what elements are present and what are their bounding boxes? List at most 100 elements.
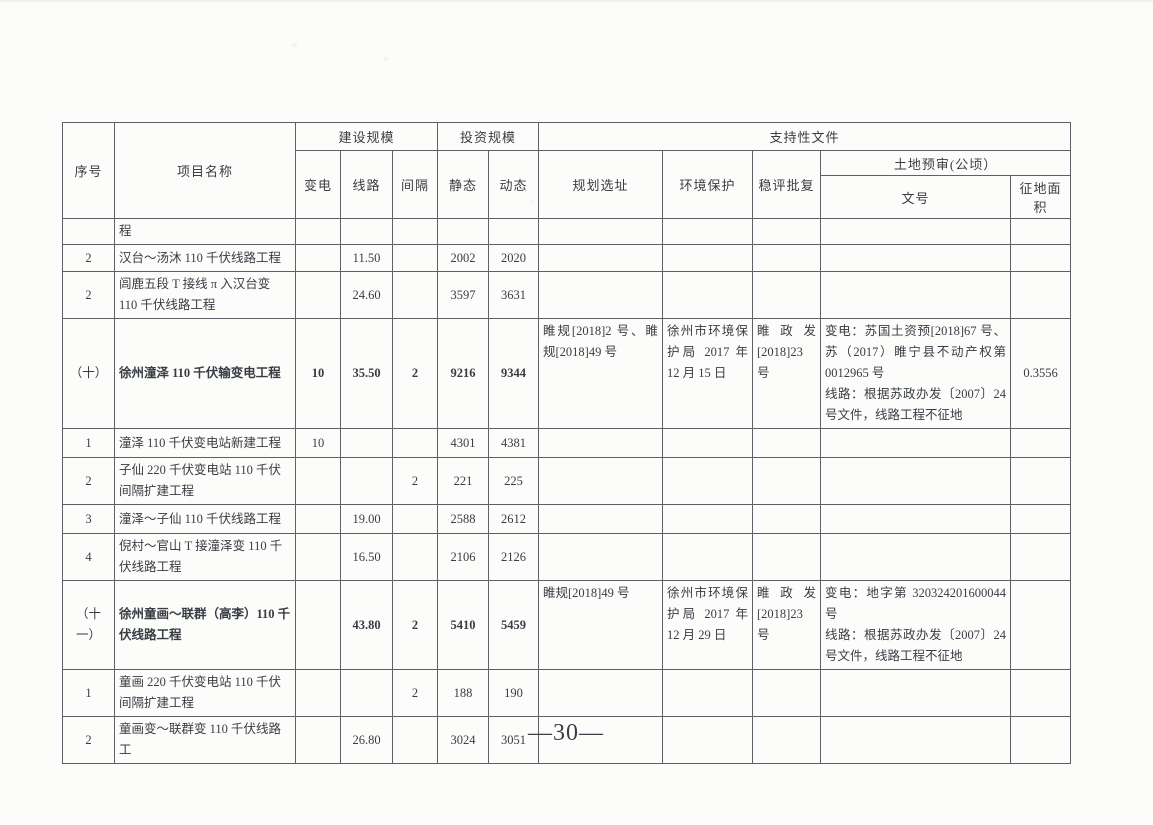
cell-static: [437, 218, 489, 245]
cell-environment: [662, 428, 754, 458]
cell-project-name: 倪村～官山 T 接潼泽变 110 千伏线路工程: [114, 533, 296, 581]
cell-land-area: [1010, 428, 1072, 458]
cell-doc-number: [820, 533, 1012, 581]
cell-bay: 2: [392, 318, 438, 429]
cell-environment: [662, 457, 754, 505]
cell-project-name: 程: [114, 218, 296, 245]
cell-environment: [662, 504, 754, 534]
cell-project-name: 徐州潼泽 110 千伏输变电工程: [114, 318, 296, 429]
cell-bay: [392, 244, 438, 272]
page-number: —30—: [528, 720, 604, 746]
cell-land-area: [1010, 716, 1072, 764]
header-construction-scale: 建设规模: [295, 122, 438, 151]
cell-doc-number: [820, 428, 1012, 458]
cell-planning: [538, 716, 664, 764]
cell-bay: 2: [392, 457, 438, 505]
cell-doc-number: [820, 244, 1012, 272]
cell-planning: [538, 504, 664, 534]
cell-line: 11.50: [340, 244, 393, 272]
cell-planning: [538, 457, 664, 505]
cell-dynamic: 4381: [487, 428, 540, 458]
cell-bay: [392, 271, 438, 319]
cell-line: [340, 669, 393, 717]
cell-dynamic: 2126: [487, 533, 540, 581]
cell-bay: [392, 504, 438, 534]
project-table: 序号 项目名称 建设规模 投资规模 支持性文件 变电 线路 间隔 静态 动态 规…: [62, 122, 1072, 764]
cell-bay: [392, 533, 438, 581]
cell-stability: [752, 428, 822, 458]
cell-project-name: 徐州童画～联群（高李）110 千伏线路工程: [114, 580, 296, 670]
header-static: 静态: [437, 150, 489, 219]
cell-doc-number: [820, 669, 1012, 717]
cell-project-name: 汉台～汤沐 110 千伏线路工程: [114, 244, 296, 272]
cell-doc-number: [820, 218, 1012, 245]
cell-dynamic: [487, 218, 540, 245]
cell-planning: [538, 669, 664, 717]
cell-land-area: [1010, 457, 1072, 505]
cell-dynamic: 3051: [487, 716, 540, 764]
cell-substation: 10: [295, 318, 341, 429]
cell-planning: 睢规[2018]49 号: [538, 580, 664, 670]
cell-serial: 2: [62, 244, 115, 272]
scan-speck: [384, 57, 388, 60]
table-row: 4 倪村～官山 T 接潼泽变 110 千伏线路工程 16.50 2106 212…: [62, 533, 1072, 581]
cell-planning: [538, 533, 664, 581]
cell-planning: [538, 428, 664, 458]
cell-substation: 10: [295, 428, 341, 458]
cell-line: [340, 457, 393, 505]
cell-bay: 2: [392, 669, 438, 717]
cell-land-area: [1010, 580, 1072, 670]
table-row: 2 汉台～汤沐 110 千伏线路工程 11.50 2002 2020: [62, 244, 1072, 272]
cell-land-area: [1010, 244, 1072, 272]
cell-serial: （十一）: [62, 580, 115, 670]
cell-stability: [752, 271, 822, 319]
cell-dynamic: 9344: [487, 318, 540, 429]
table-row: 2 童画变～联群变 110 千伏线路工 26.80 3024 3051: [62, 716, 1072, 764]
cell-bay: [392, 716, 438, 764]
table-row-group: （十一） 徐州童画～联群（高李）110 千伏线路工程 43.80 2 5410 …: [62, 580, 1072, 670]
cell-substation: [295, 580, 341, 670]
cell-dynamic: 2020: [487, 244, 540, 272]
cell-serial: 4: [62, 533, 115, 581]
scan-artifact: [0, 0, 1153, 3]
cell-environment: 徐州市环境保护局 2017 年 12 月 15 日: [662, 318, 754, 429]
cell-doc-number: 变电：苏国土资预[2018]67 号、苏（2017）睢宁县不动产权第 00129…: [820, 318, 1012, 429]
header-investment-scale: 投资规模: [436, 122, 540, 151]
cell-stability: [752, 504, 822, 534]
header-serial: 序号: [62, 122, 115, 219]
header-land-area: 征地面积: [1010, 175, 1072, 219]
cell-land-area: [1010, 218, 1072, 245]
table-row: 1 童画 220 千伏变电站 110 千伏间隔扩建工程 2 188 190: [62, 669, 1072, 717]
cell-dynamic: 3631: [487, 271, 540, 319]
header-doc-number: 文号: [820, 175, 1012, 219]
cell-substation: [295, 457, 341, 505]
cell-doc-number: [820, 271, 1012, 319]
cell-static: 3024: [437, 716, 489, 764]
cell-project-name: 子仙 220 千伏变电站 110 千伏间隔扩建工程: [114, 457, 296, 505]
cell-static: 188: [437, 669, 489, 717]
cell-substation: [295, 271, 341, 319]
cell-planning: [538, 244, 664, 272]
cell-environment: [662, 669, 754, 717]
cell-line: [340, 428, 393, 458]
cell-static: 2002: [437, 244, 489, 272]
cell-stability: [752, 533, 822, 581]
cell-serial: 2: [62, 457, 115, 505]
cell-doc-number: 变电：地字第 320324201600044 号 线路：根据苏政办发〔2007〕…: [820, 580, 1012, 670]
cell-environment: [662, 533, 754, 581]
cell-static: 4301: [437, 428, 489, 458]
table-row: 2 闾鹿五段 T 接线 π 入汉台变 110 千伏线路工程 24.60 3597…: [62, 271, 1072, 319]
cell-land-area: [1010, 271, 1072, 319]
cell-bay: 2: [392, 580, 438, 670]
cell-static: 221: [437, 457, 489, 505]
cell-planning: [538, 218, 664, 245]
cell-bay: [392, 428, 438, 458]
cell-dynamic: 5459: [487, 580, 540, 670]
cell-serial: （十）: [62, 318, 115, 429]
cell-doc-number: [820, 716, 1012, 764]
cell-stability: [752, 669, 822, 717]
table-row: 1 潼泽 110 千伏变电站新建工程 10 4301 4381: [62, 428, 1072, 458]
cell-dynamic: 190: [487, 669, 540, 717]
header-environment: 环境保护: [662, 150, 754, 219]
